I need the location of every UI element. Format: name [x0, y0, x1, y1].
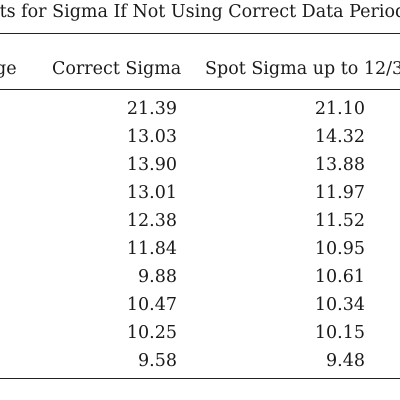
table-row: 11.84 10.95: [0, 239, 400, 267]
correct-sigma-cell: 13.03: [126, 127, 177, 147]
spot-sigma-cell: 10.15: [314, 323, 365, 343]
correct-sigma-cell: 13.01: [126, 183, 177, 203]
spot-sigma-cell: 9.48: [326, 351, 365, 371]
correct-sigma-cell: 10.47: [126, 295, 177, 315]
header-rule: [0, 89, 400, 91]
bottom-rule: [0, 378, 400, 380]
table-row: 13.03 14.32: [0, 127, 400, 155]
table-row: 12.38 11.52: [0, 211, 400, 239]
header-correct-sigma: Correct Sigma: [52, 59, 182, 79]
table-caption: lts for Sigma If Not Using Correct Data …: [0, 2, 400, 22]
spot-sigma-cell: 13.88: [314, 155, 365, 175]
top-rule: [0, 33, 400, 35]
table-body: 21.39 21.10 13.03 14.32 13.90 13.88 13.0…: [0, 99, 400, 379]
correct-sigma-cell: 12.38: [126, 211, 177, 231]
spot-sigma-cell: 11.52: [314, 211, 365, 231]
spot-sigma-cell: 10.61: [314, 267, 365, 287]
table-row: 10.47 10.34: [0, 295, 400, 323]
spot-sigma-cell: 14.32: [314, 127, 365, 147]
header-range: ge: [0, 59, 17, 79]
table-row: 13.90 13.88: [0, 155, 400, 183]
spot-sigma-cell: 10.34: [314, 295, 365, 315]
table-row: 9.88 10.61: [0, 267, 400, 295]
correct-sigma-cell: 9.88: [138, 267, 177, 287]
table-row: 10.25 10.15: [0, 323, 400, 351]
table-row: 13.01 11.97: [0, 183, 400, 211]
spot-sigma-cell: 10.95: [314, 239, 365, 259]
correct-sigma-cell: 10.25: [126, 323, 177, 343]
header-spot-sigma: Spot Sigma up to 12/3: [205, 59, 400, 79]
spot-sigma-cell: 21.10: [314, 99, 365, 119]
table-row: 21.39 21.10: [0, 99, 400, 127]
correct-sigma-cell: 13.90: [126, 155, 177, 175]
spot-sigma-cell: 11.97: [314, 183, 365, 203]
correct-sigma-cell: 11.84: [126, 239, 177, 259]
correct-sigma-cell: 21.39: [126, 99, 177, 119]
table-row: 9.58 9.48: [0, 351, 400, 379]
correct-sigma-cell: 9.58: [138, 351, 177, 371]
